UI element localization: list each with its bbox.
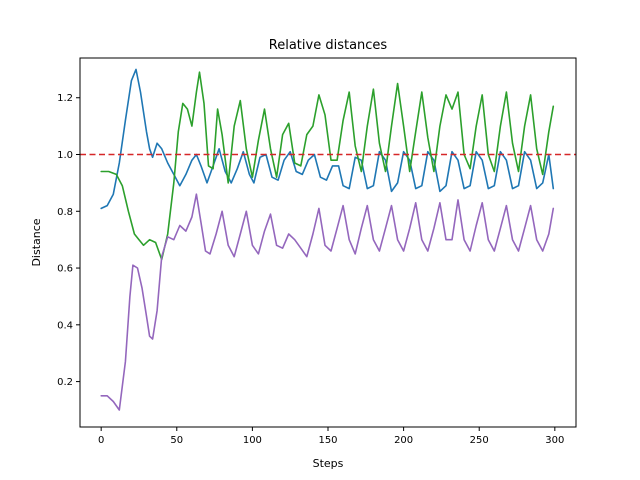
x-tick-label: 200 (394, 435, 413, 446)
chart-title: Relative distances (269, 38, 388, 53)
x-tick-label: 250 (470, 435, 489, 446)
y-axis-label: Distance (30, 218, 43, 266)
y-axis: 0.2 0.4 0.6 0.8 1.0 1.2 (57, 93, 80, 388)
x-axis: 0 50 100 150 200 250 300 (98, 427, 564, 446)
x-axis-label: Steps (313, 457, 344, 470)
y-tick-label: 0.4 (57, 320, 73, 331)
x-tick-label: 50 (170, 435, 183, 446)
series-line-1 (100, 68, 555, 210)
y-tick-label: 0.8 (57, 207, 73, 218)
y-tick-label: 0.6 (57, 264, 73, 275)
y-tick-label: 1.0 (57, 150, 73, 161)
plot-area (80, 68, 576, 411)
x-tick-label: 300 (545, 435, 564, 446)
series-line-3 (100, 193, 555, 411)
series-line-2 (100, 71, 555, 261)
x-tick-label: 150 (318, 435, 337, 446)
y-tick-label: 0.2 (57, 377, 73, 388)
y-tick-label: 1.2 (57, 93, 73, 104)
x-tick-label: 0 (98, 435, 104, 446)
x-tick-label: 100 (243, 435, 262, 446)
